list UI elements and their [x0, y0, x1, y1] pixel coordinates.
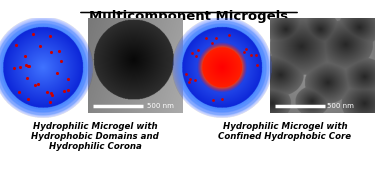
Circle shape	[0, 21, 90, 115]
Text: Hydrophilic Microgel with: Hydrophilic Microgel with	[223, 122, 347, 131]
Circle shape	[178, 24, 266, 112]
Text: Confined Hydrophobic Core: Confined Hydrophobic Core	[218, 132, 352, 141]
Text: Multicomponent Microgels: Multicomponent Microgels	[90, 10, 288, 23]
Circle shape	[2, 27, 84, 109]
Circle shape	[175, 21, 269, 115]
Circle shape	[0, 24, 87, 112]
Circle shape	[181, 27, 263, 109]
Text: Hydrophobic Domains and: Hydrophobic Domains and	[31, 132, 159, 141]
Text: Hydrophilic Corona: Hydrophilic Corona	[48, 142, 141, 151]
Text: Hydrophilic Microgel with: Hydrophilic Microgel with	[33, 122, 157, 131]
